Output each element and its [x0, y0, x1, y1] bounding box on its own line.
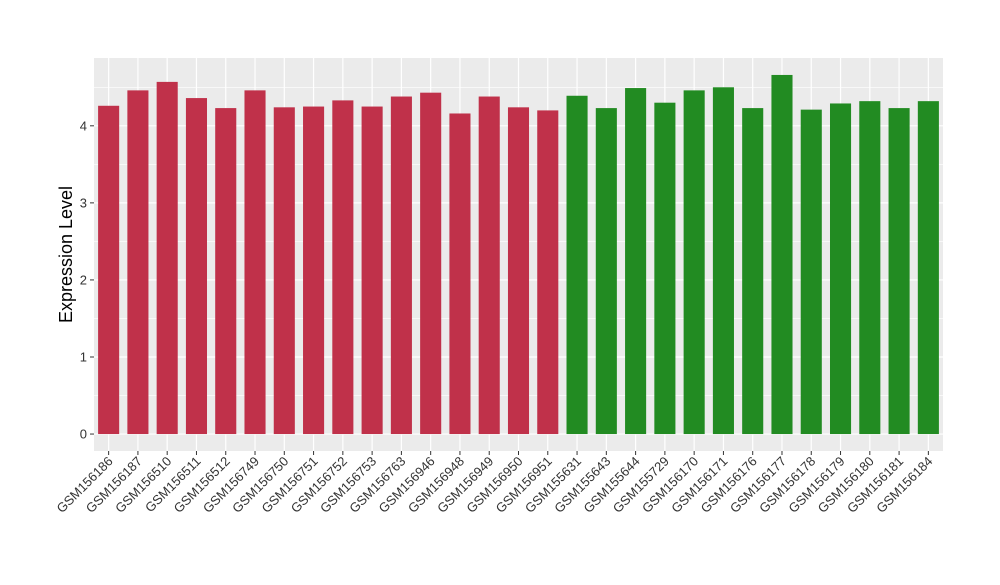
bar-GSM156170 — [683, 90, 705, 435]
bar-GSM155644 — [625, 88, 647, 435]
bar-GSM156179 — [829, 103, 852, 435]
y-tick-label: 1 — [80, 349, 87, 364]
bar-GSM156949 — [478, 96, 500, 435]
bar-GSM156946 — [420, 92, 442, 435]
bar-GSM156751 — [303, 106, 325, 435]
bar-GSM156750 — [273, 107, 295, 435]
bar-GSM156180 — [859, 101, 881, 435]
bar-GSM155729 — [654, 102, 676, 435]
bar-GSM156951 — [537, 110, 559, 435]
bar-GSM156184 — [917, 101, 939, 435]
bar-GSM156186 — [98, 105, 120, 435]
x-axis: GSM156186GSM156187GSM156510GSM156511GSM1… — [54, 451, 935, 516]
y-axis: 0 1 2 3 4 — [80, 118, 94, 442]
bar-GSM156181 — [888, 108, 910, 435]
bar-GSM156763 — [390, 96, 412, 435]
bar-GSM156171 — [712, 87, 734, 435]
bar-GSM156510 — [156, 81, 178, 435]
bar-GSM156512 — [215, 108, 237, 435]
bar-GSM155643 — [595, 108, 617, 435]
bar-GSM156948 — [449, 113, 471, 435]
bars — [98, 74, 939, 435]
bar-GSM156178 — [800, 109, 822, 435]
y-axis-label: Expression Level — [56, 186, 76, 323]
bar-GSM156511 — [185, 98, 208, 435]
bar-GSM156753 — [361, 106, 383, 435]
y-tick-label: 3 — [80, 195, 87, 210]
bar-GSM156176 — [742, 108, 764, 435]
bar-GSM155631 — [566, 95, 588, 435]
bar-GSM156752 — [332, 100, 354, 435]
y-tick-label: 2 — [80, 272, 87, 287]
y-tick-label: 4 — [80, 118, 87, 133]
bar-GSM156177 — [771, 74, 793, 435]
bar-GSM156950 — [507, 107, 530, 435]
y-tick-label: 0 — [80, 427, 87, 442]
bar-GSM156187 — [127, 90, 149, 435]
bar-GSM156749 — [244, 90, 266, 435]
